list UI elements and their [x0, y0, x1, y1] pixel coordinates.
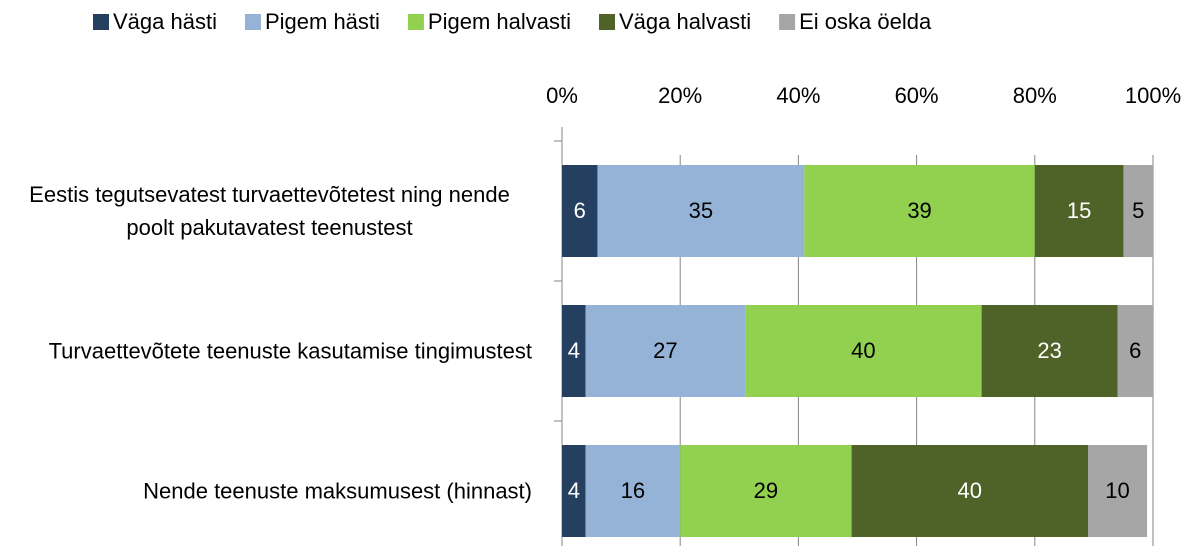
bar-segment [597, 165, 805, 257]
bar-segment [585, 445, 681, 537]
bar-segment [1117, 305, 1153, 397]
legend-swatch [779, 14, 796, 30]
x-tick-label: 60% [895, 83, 939, 108]
data-label: 6 [574, 198, 586, 223]
legend-label: Pigem hästi [265, 9, 380, 34]
data-label: 6 [1129, 338, 1141, 363]
bar-segment [585, 305, 746, 397]
bar-segment [562, 305, 586, 397]
legend-swatch [407, 14, 424, 30]
legend-label: Ei oska öelda [799, 9, 932, 34]
legend-swatch [93, 14, 109, 30]
data-label: 40 [958, 478, 982, 503]
legend-label: Väga hästi [113, 9, 217, 34]
legend-label: Pigem halvasti [428, 9, 571, 34]
x-tick-label: 0% [546, 83, 578, 108]
x-tick-label: 100% [1125, 83, 1181, 108]
data-label: 15 [1067, 198, 1091, 223]
data-label: 35 [689, 198, 713, 223]
category-text: Eestis tegutsevatest turvaettevõtetest n… [29, 182, 510, 240]
category-text: Turvaettevõtete teenuste kasutamise ting… [48, 338, 532, 364]
legend-swatch [599, 14, 615, 30]
x-tick-label: 80% [1013, 83, 1057, 108]
data-label: 39 [907, 198, 931, 223]
data-label: 40 [851, 338, 875, 363]
category-label: Turvaettevõtete teenuste kasutamise ting… [49, 335, 532, 368]
bar-segment [981, 305, 1118, 397]
category-text: Nende teenuste maksumusest (hinnast) [143, 478, 532, 504]
bar-segment [804, 165, 1035, 257]
data-label: 16 [621, 478, 645, 503]
data-label: 5 [1132, 198, 1144, 223]
legend-swatch [244, 14, 261, 30]
x-tick-label: 40% [776, 83, 820, 108]
x-tick-label: 20% [658, 83, 702, 108]
bar-segment [851, 445, 1088, 537]
bar-segment [1087, 445, 1148, 537]
bar-segment [562, 165, 598, 257]
category-label: Eestis tegutsevatest turvaettevõtetest n… [7, 178, 532, 244]
data-label: 10 [1105, 478, 1129, 503]
bar-segment [1123, 165, 1153, 257]
data-label: 23 [1037, 338, 1061, 363]
data-label: 29 [754, 478, 778, 503]
legend-label: Väga halvasti [619, 9, 751, 34]
bar-segment [680, 445, 852, 537]
category-label: Nende teenuste maksumusest (hinnast) [143, 475, 532, 508]
data-label: 27 [653, 338, 677, 363]
bar-segment [745, 305, 982, 397]
bar-segment [562, 445, 586, 537]
data-label: 4 [568, 338, 580, 363]
data-label: 4 [568, 478, 580, 503]
bar-segment [1034, 165, 1124, 257]
